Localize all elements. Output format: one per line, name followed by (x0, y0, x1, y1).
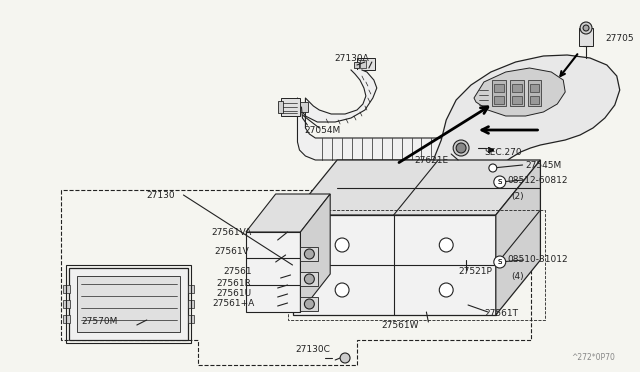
Bar (300, 297, 318, 311)
Bar (280, 98, 300, 116)
Circle shape (340, 353, 350, 363)
Bar (494, 84, 504, 92)
Bar (511, 84, 522, 92)
Bar (278, 101, 283, 113)
Polygon shape (431, 55, 620, 175)
Text: SEC.270: SEC.270 (484, 148, 522, 157)
Text: S: S (497, 179, 502, 185)
Text: S: S (497, 259, 502, 265)
Polygon shape (292, 160, 540, 215)
Bar (511, 96, 522, 104)
Bar (63, 285, 70, 293)
Circle shape (583, 25, 589, 31)
Bar (527, 80, 541, 106)
Bar (360, 60, 366, 68)
Text: 08510-31012: 08510-31012 (508, 256, 568, 264)
Circle shape (489, 164, 497, 172)
Polygon shape (474, 68, 565, 116)
Polygon shape (246, 194, 330, 232)
Bar (492, 80, 506, 106)
Polygon shape (496, 160, 540, 315)
Bar (357, 58, 375, 70)
Circle shape (305, 274, 314, 284)
Text: 27705: 27705 (605, 33, 634, 42)
Circle shape (580, 22, 592, 34)
Text: ^272*0P70: ^272*0P70 (571, 353, 615, 362)
Text: S: S (497, 259, 502, 265)
Circle shape (494, 176, 506, 188)
Bar (188, 285, 195, 293)
Text: 27561VA: 27561VA (211, 228, 252, 237)
Bar (300, 102, 308, 112)
Text: 27545M: 27545M (525, 160, 562, 170)
Polygon shape (300, 194, 330, 312)
Bar (188, 315, 195, 323)
Text: 27130C: 27130C (296, 346, 330, 355)
Circle shape (305, 249, 314, 259)
Text: 27561U: 27561U (216, 289, 252, 298)
Circle shape (439, 283, 453, 297)
Polygon shape (298, 70, 462, 160)
Text: 27130A: 27130A (334, 54, 369, 62)
Bar (188, 300, 195, 308)
Bar (69, 268, 188, 340)
Bar (63, 315, 70, 323)
Text: 27561W: 27561W (382, 321, 419, 330)
Text: 27570M: 27570M (81, 317, 118, 327)
Bar (354, 62, 359, 68)
Text: 27561V: 27561V (214, 247, 249, 257)
Text: (2): (2) (511, 192, 524, 201)
Text: 27561: 27561 (223, 267, 252, 276)
Bar (451, 140, 463, 156)
Bar (579, 28, 593, 46)
Bar (63, 300, 70, 308)
Text: 27130: 27130 (147, 190, 175, 199)
Text: 27561+A: 27561+A (212, 299, 255, 308)
Text: 27561T: 27561T (484, 310, 518, 318)
Bar (246, 232, 300, 312)
Bar (77, 276, 180, 332)
Text: 27054M: 27054M (305, 125, 340, 135)
Text: 27621E: 27621E (415, 155, 449, 164)
Bar (300, 272, 318, 286)
Circle shape (453, 140, 469, 156)
Circle shape (335, 238, 349, 252)
Text: 08512-60812: 08512-60812 (508, 176, 568, 185)
Bar (300, 247, 318, 261)
Text: (4): (4) (511, 272, 524, 280)
Circle shape (494, 256, 506, 268)
Bar (494, 96, 504, 104)
Text: 27561R: 27561R (216, 279, 251, 289)
Bar (529, 96, 540, 104)
Circle shape (439, 238, 453, 252)
Bar (67, 265, 191, 343)
Bar (292, 215, 496, 315)
Bar (509, 80, 524, 106)
Circle shape (305, 299, 314, 309)
Circle shape (456, 143, 466, 153)
Text: 27521P: 27521P (458, 267, 492, 276)
Bar (529, 84, 540, 92)
Text: S: S (497, 179, 502, 185)
Circle shape (335, 283, 349, 297)
